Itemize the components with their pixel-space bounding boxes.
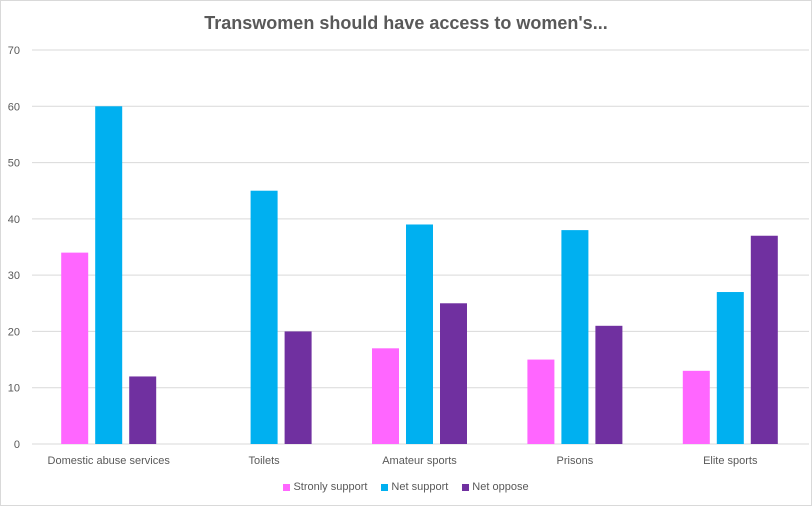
legend-label: Stronly support (293, 481, 368, 493)
x-category-label: Elite sports (703, 455, 758, 467)
bar-net-oppose (595, 325, 623, 444)
x-axis-categories: Domestic abuse services Toilets Amateur sp… (48, 455, 758, 467)
bar-net-oppose (750, 235, 778, 444)
bar-stronly-support (682, 370, 710, 444)
x-category-label: Amateur sports (382, 455, 457, 467)
x-category-label: Toilets (249, 455, 281, 467)
bar-net-oppose (440, 303, 467, 444)
y-tick-label: 20 (8, 326, 20, 338)
x-category-label: Domestic abuse services (48, 455, 171, 467)
bar-net-support (716, 292, 744, 444)
y-tick-label: 10 (8, 383, 20, 395)
y-tick-label: 40 (8, 214, 20, 226)
legend-swatch (381, 483, 389, 491)
bar-stronly-support (527, 359, 555, 444)
y-tick-label: 50 (8, 158, 20, 170)
y-tick-label: 0 (14, 439, 20, 451)
legend-item: Stronly support (283, 481, 367, 493)
bar-stronly-support (61, 252, 89, 444)
legend-label: Net support (391, 481, 449, 493)
legend: Stronly support Net support Net oppose (1, 481, 811, 493)
y-tick-label: 60 (8, 101, 20, 113)
bar-net-support (406, 224, 433, 444)
bar-net-oppose (129, 376, 157, 444)
bars (61, 106, 778, 445)
y-tick-label: 70 (8, 45, 20, 57)
bar-net-oppose (284, 331, 312, 444)
y-axis-ticks: 0 10 20 30 40 50 60 70 (8, 45, 20, 451)
legend-item: Net oppose (462, 481, 529, 493)
bar-net-support (95, 106, 123, 445)
chart-title: Transwomen should have access to women's… (204, 13, 608, 33)
x-category-label: Prisons (557, 455, 594, 467)
y-tick-label: 30 (8, 270, 20, 282)
legend-swatch (283, 483, 291, 491)
legend-swatch (462, 483, 470, 491)
legend-item: Net support (381, 481, 448, 493)
bar-net-support (561, 230, 589, 444)
legend-label: Net oppose (472, 481, 529, 493)
bar-net-support (250, 190, 278, 444)
bar-stronly-support (372, 348, 399, 444)
